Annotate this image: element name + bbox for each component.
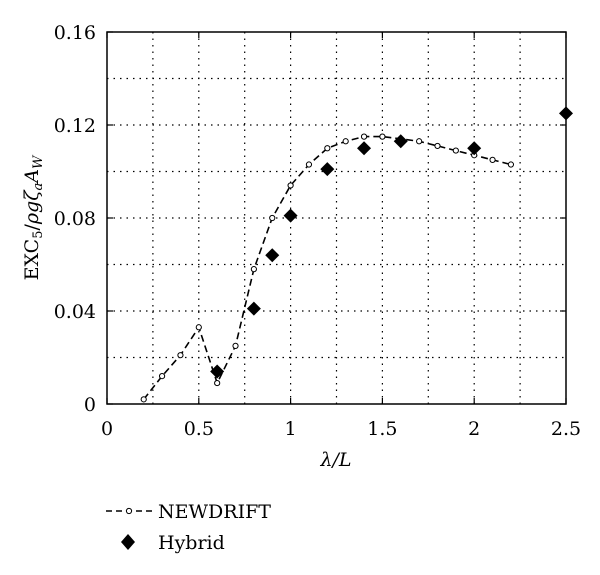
- hybrid-point: [283, 208, 298, 223]
- newdrift-point: [379, 133, 386, 140]
- x-tick-label: 0.5: [184, 418, 214, 440]
- x-tick-label: 2.5: [551, 418, 581, 440]
- newdrift-point: [250, 266, 257, 273]
- x-tick-label: 1.5: [367, 418, 397, 440]
- legend: NEWDRIFT Hybrid: [106, 501, 271, 554]
- hybrid-point: [320, 162, 335, 177]
- x-axis-label: λ/L: [319, 449, 351, 471]
- hybrid-point: [210, 364, 225, 379]
- y-axis-label: EXC5/ρgζaAW: [21, 154, 46, 280]
- hybrid-point: [265, 248, 280, 263]
- series-newdrift-line: [143, 135, 512, 400]
- y-tick-label: 0: [84, 394, 96, 416]
- newdrift-point: [214, 379, 221, 387]
- hybrid-point: [467, 141, 482, 156]
- newdrift-point: [287, 182, 294, 189]
- newdrift-point: [324, 145, 331, 152]
- newdrift-point: [232, 342, 239, 349]
- hybrid-point: [246, 301, 261, 316]
- y-tick-label: 0.04: [54, 301, 96, 323]
- hybrid-point: [559, 106, 573, 121]
- newdrift-point: [158, 373, 166, 380]
- newdrift-point: [489, 156, 496, 163]
- legend-item-newdrift: NEWDRIFT: [106, 501, 271, 523]
- newdrift-point: [342, 138, 349, 145]
- legend-newdrift-marker: [125, 507, 133, 515]
- newdrift-point: [269, 214, 276, 222]
- y-tick-label: 0.12: [54, 115, 96, 137]
- legend-item-hybrid: Hybrid: [121, 532, 225, 554]
- legend-newdrift-label: NEWDRIFT: [158, 501, 271, 523]
- newdrift-point: [140, 396, 147, 403]
- hybrid-point: [357, 141, 372, 156]
- newdrift-point: [507, 161, 515, 168]
- x-tick-labels: 0 0.5 1 1.5 2 2.5: [101, 418, 581, 440]
- hybrid-point: [393, 134, 408, 149]
- legend-hybrid-label: Hybrid: [158, 532, 225, 554]
- y-tick-labels: 0 0.04 0.08 0.12 0.16: [54, 22, 96, 416]
- series-layer: [140, 106, 573, 403]
- x-tick-label: 2: [468, 418, 480, 440]
- x-tick-label: 1: [285, 418, 297, 440]
- newdrift-point: [195, 324, 202, 331]
- newdrift-point: [177, 352, 184, 359]
- y-tick-label: 0.16: [54, 22, 96, 44]
- tick-marks: [106, 31, 567, 405]
- newdrift-point: [360, 133, 368, 140]
- newdrift-point: [434, 142, 441, 150]
- legend-hybrid-marker: [121, 534, 135, 550]
- x-tick-label: 0: [101, 418, 113, 440]
- grid-lines: [107, 32, 566, 404]
- newdrift-point: [416, 138, 423, 145]
- newdrift-point: [452, 147, 459, 154]
- y-tick-label: 0.08: [54, 208, 96, 230]
- newdrift-point: [305, 161, 313, 168]
